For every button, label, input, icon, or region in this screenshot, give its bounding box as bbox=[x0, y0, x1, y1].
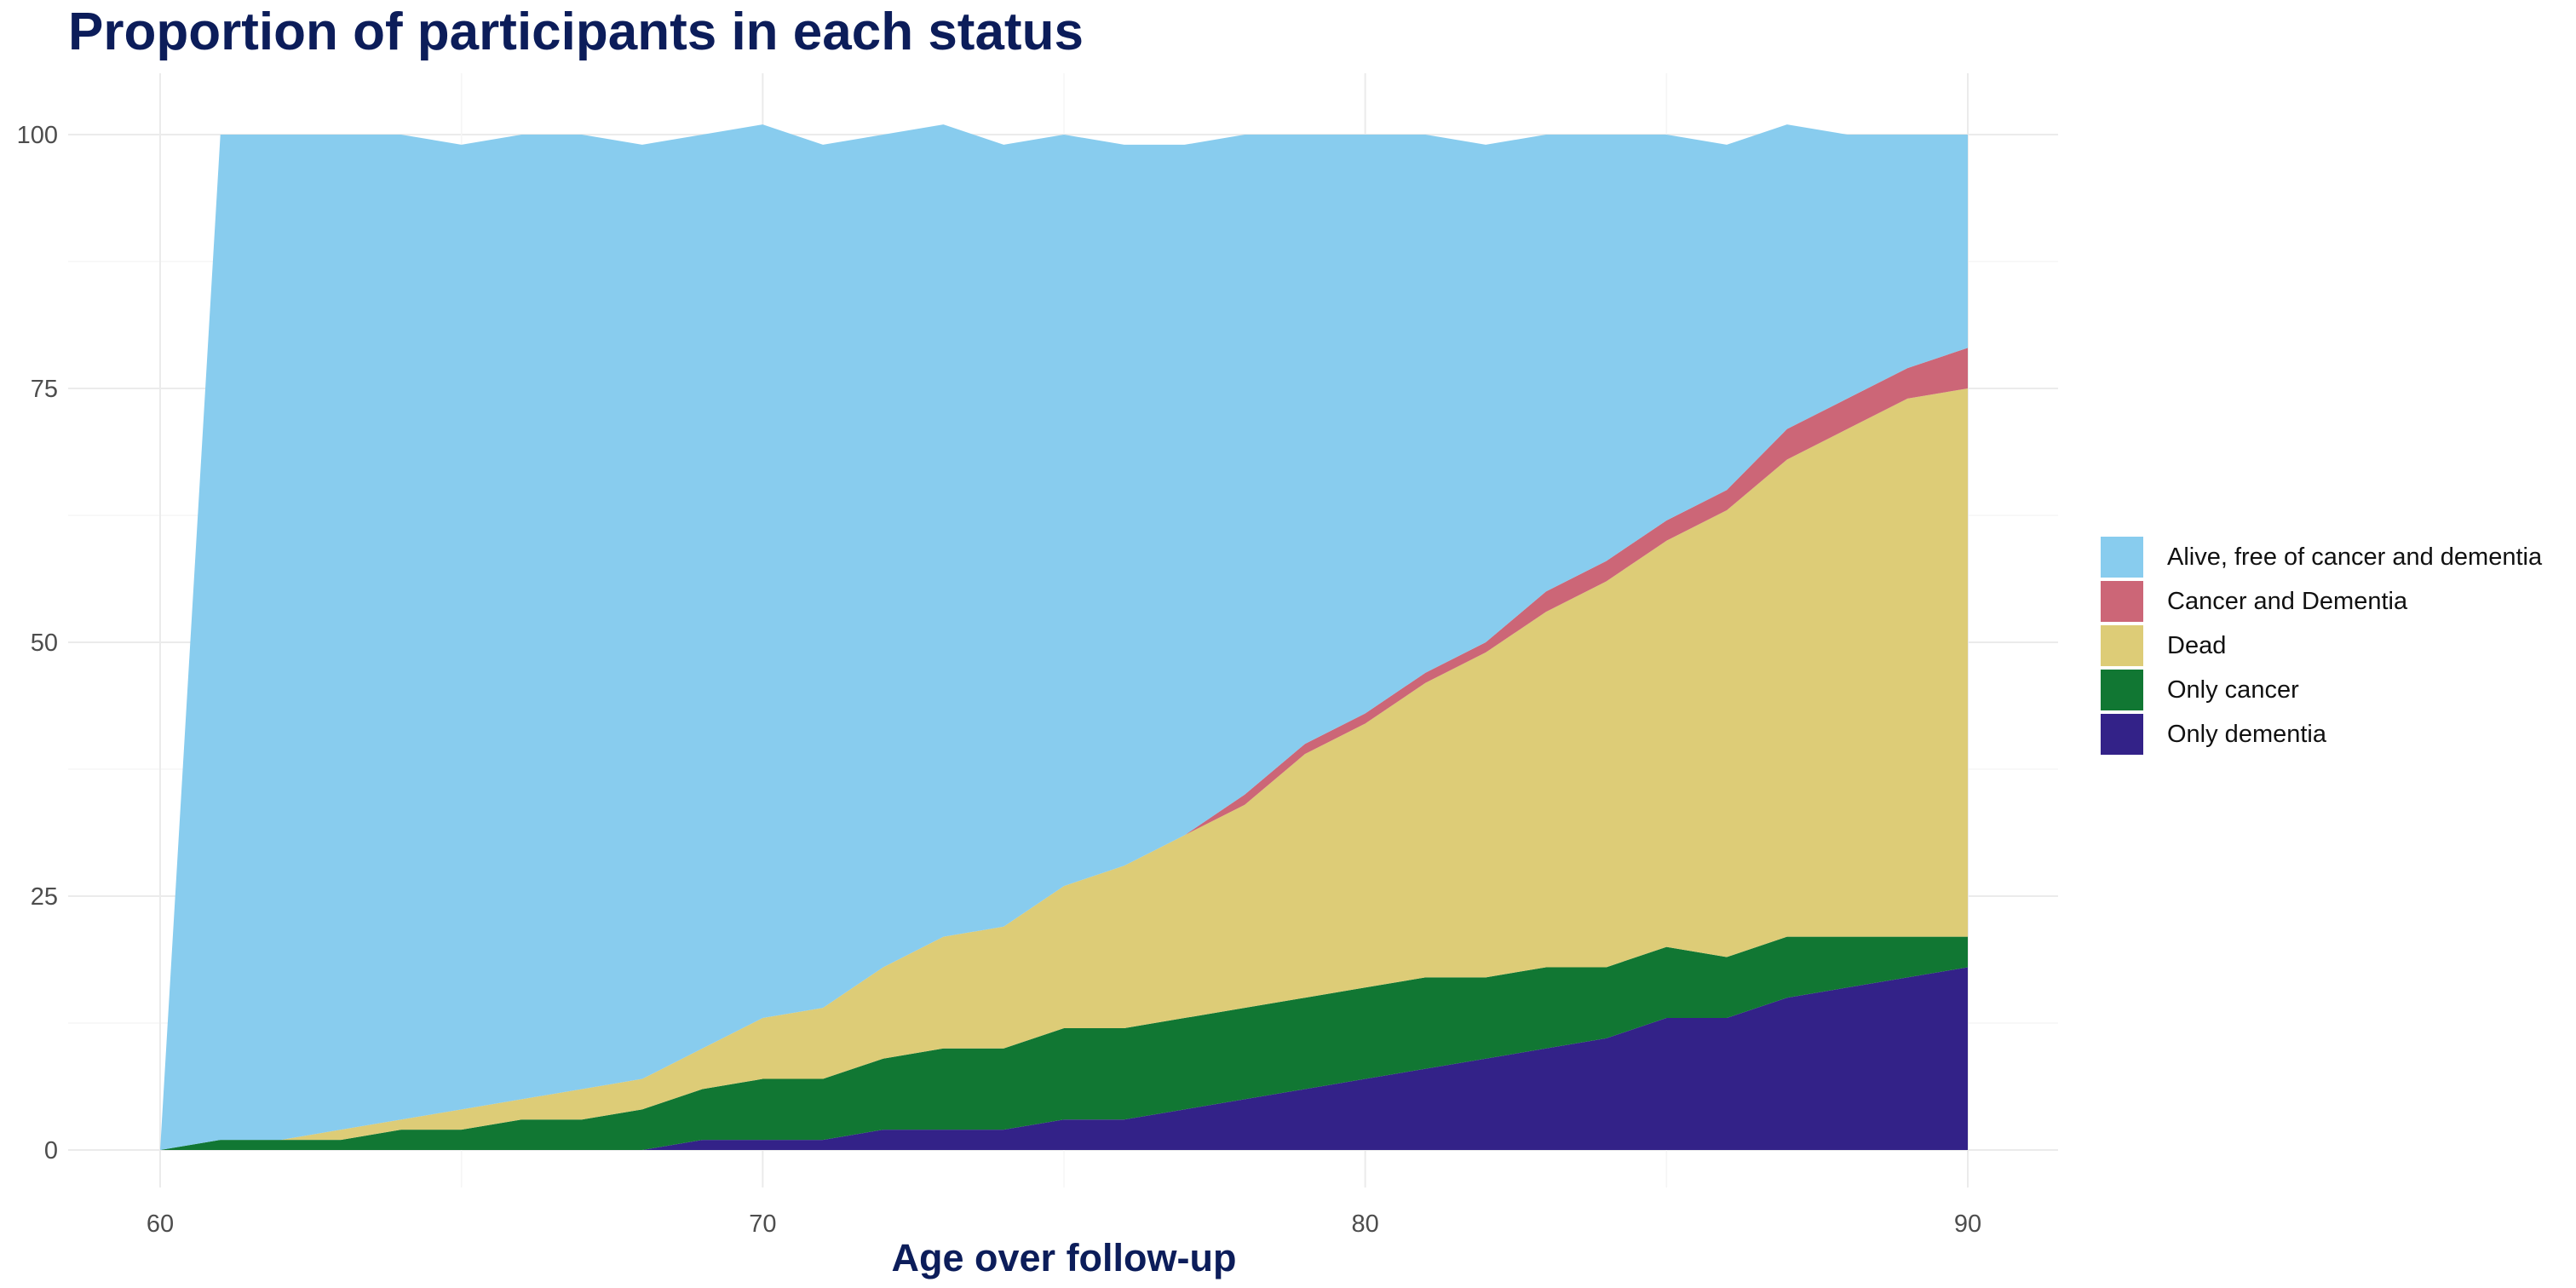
x-tick-label: 60 bbox=[147, 1210, 174, 1238]
legend-item: Dead bbox=[2101, 624, 2542, 668]
legend-swatch bbox=[2101, 581, 2143, 622]
legend-item: Only cancer bbox=[2101, 668, 2542, 712]
legend-swatch bbox=[2101, 714, 2143, 755]
legend: Alive, free of cancer and dementia Cancer… bbox=[2101, 535, 2542, 756]
y-axis-ticks: 0 25 50 75 100 bbox=[17, 122, 58, 1164]
x-tick-label: 80 bbox=[1352, 1210, 1379, 1238]
legend-label: Only dementia bbox=[2167, 720, 2326, 748]
legend-swatch bbox=[2101, 670, 2143, 710]
x-axis-ticks: 60 70 80 90 bbox=[147, 1210, 1981, 1238]
series-areas bbox=[160, 124, 1968, 1151]
legend-item: Alive, free of cancer and dementia bbox=[2101, 535, 2542, 579]
legend-item: Only dementia bbox=[2101, 712, 2542, 756]
x-tick-label: 90 bbox=[1954, 1210, 1981, 1238]
y-tick-label: 75 bbox=[31, 376, 58, 403]
legend-label: Only cancer bbox=[2167, 676, 2299, 704]
x-tick-label: 70 bbox=[749, 1210, 776, 1238]
area-dead bbox=[160, 388, 1968, 1150]
area-alive-free-of-cancer-and-dementia bbox=[160, 124, 1968, 1151]
legend-label: Alive, free of cancer and dementia bbox=[2167, 543, 2543, 571]
legend-swatch bbox=[2101, 537, 2143, 578]
x-axis-title: Age over follow-up bbox=[892, 1236, 1237, 1279]
y-tick-label: 50 bbox=[31, 630, 58, 657]
y-tick-label: 100 bbox=[17, 122, 58, 149]
y-tick-label: 25 bbox=[31, 883, 58, 911]
legend-item: Cancer and Dementia bbox=[2101, 579, 2542, 624]
chart-title: Proportion of participants in each statu… bbox=[68, 3, 1084, 61]
legend-label: Dead bbox=[2167, 631, 2227, 659]
y-tick-label: 0 bbox=[44, 1137, 58, 1164]
legend-label: Cancer and Dementia bbox=[2167, 587, 2408, 615]
area-only-cancer bbox=[160, 936, 1968, 1150]
legend-swatch bbox=[2101, 625, 2143, 666]
area-only-dementia bbox=[160, 967, 1968, 1150]
